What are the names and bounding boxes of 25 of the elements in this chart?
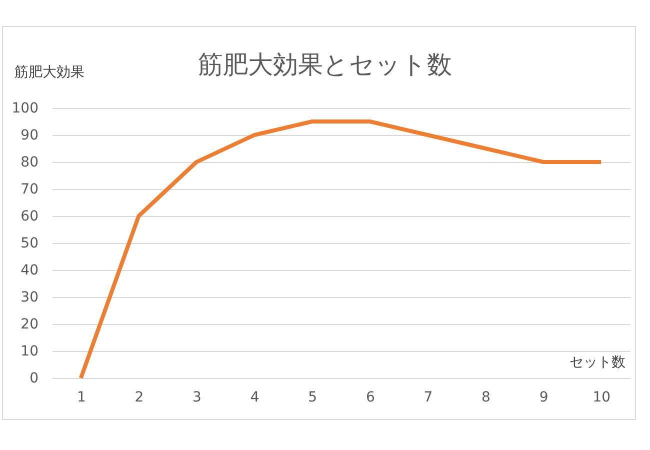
chart-title: 筋肥大効果とセット数 [198,50,452,79]
x-tick-label: 4 [250,390,260,406]
x-tick-label: 2 [134,390,144,406]
x-tick-label: 8 [482,390,490,406]
y-tick-label: 100 [12,100,38,116]
x-tick-label: 5 [308,390,318,406]
y-tick-label: 50 [20,236,38,252]
y-tick-label: 90 [20,128,38,144]
y-tick-label: 60 [20,208,38,224]
y-tick-label: 40 [20,262,38,278]
x-tick-label: 1 [76,390,86,406]
x-tick-label: 3 [192,390,202,406]
x-tick-label: 6 [366,390,375,406]
y-tick-label: 20 [20,316,38,332]
x-axis-title: セット数 [570,354,626,370]
y-tick-label: 80 [20,154,38,170]
y-tick-label: 70 [20,182,38,198]
y-axis-title: 筋肥大効果 [14,64,84,80]
y-tick-label: 30 [20,290,38,306]
x-tick-label: 10 [592,390,611,406]
x-tick-label: 9 [539,390,548,406]
y-tick-label: 0 [30,370,38,386]
line-series [78,120,604,380]
x-tick-label: 7 [424,390,433,406]
y-tick-label: 10 [20,344,38,360]
